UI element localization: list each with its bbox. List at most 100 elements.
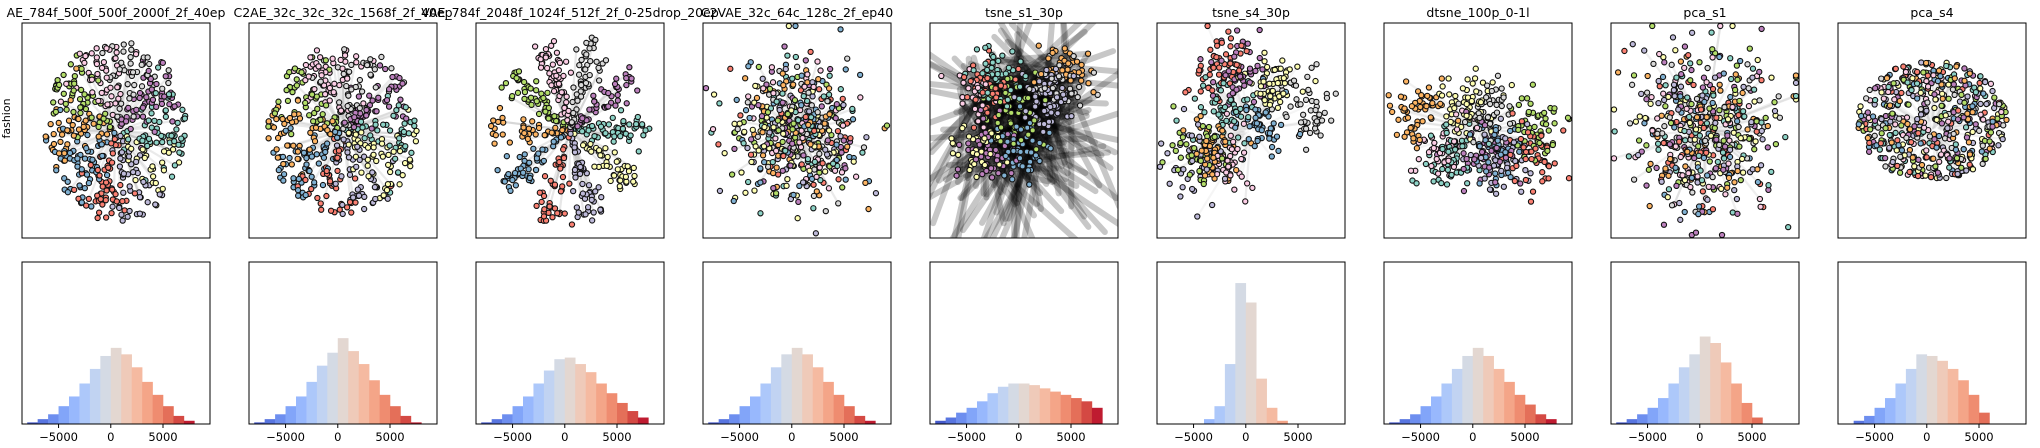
scatter-point <box>81 91 88 98</box>
scatter-point <box>1792 79 1799 87</box>
scatter-point <box>1261 49 1268 56</box>
scatter-point <box>298 69 305 76</box>
scatter-point <box>984 74 991 82</box>
scatter-point <box>1257 90 1264 97</box>
scatter-point <box>775 141 782 149</box>
scatter-point <box>798 72 805 79</box>
scatter-point <box>540 157 548 165</box>
panel-title: tsne_s4_30p <box>1212 5 1290 20</box>
scatter-point <box>153 139 160 146</box>
scatter-point <box>1413 145 1421 152</box>
scatter-point <box>1287 103 1294 110</box>
scatter-point <box>823 151 831 158</box>
scatter-point <box>389 73 396 81</box>
scatter-point <box>955 151 962 159</box>
scatter-point <box>1681 43 1689 50</box>
scatter-point <box>1702 137 1709 144</box>
scatter-point <box>1751 146 1758 153</box>
scatter-point <box>118 211 125 218</box>
scatter-point <box>1308 64 1315 71</box>
scatter-point <box>559 126 566 134</box>
scatter-point <box>1512 157 1519 165</box>
scatter-point <box>1643 96 1650 103</box>
scatter-point <box>994 119 1001 127</box>
scatter-point <box>1427 114 1434 121</box>
scatter-point <box>390 112 397 119</box>
scatter-point <box>835 176 842 183</box>
scatter-point <box>1744 126 1751 133</box>
scatter-point <box>103 74 110 81</box>
scatter-point <box>318 206 325 213</box>
scatter-point <box>642 127 649 134</box>
scatter-point <box>1708 29 1715 36</box>
scatter-point <box>95 123 102 131</box>
scatter-point <box>1439 165 1446 173</box>
scatter-point <box>1450 138 1458 145</box>
scatter-point <box>751 187 758 194</box>
scatter-point <box>1321 109 1328 117</box>
scatter-point <box>152 90 159 97</box>
trail-line <box>987 139 1067 158</box>
scatter-plot-area <box>1385 65 1572 205</box>
scatter-point <box>487 122 495 130</box>
scatter-point <box>1318 117 1326 124</box>
scatter-point <box>790 81 797 88</box>
scatter-point <box>95 209 103 216</box>
scatter-point <box>561 210 568 217</box>
scatter-point <box>151 117 158 125</box>
scatter-point <box>118 149 126 156</box>
scatter-point <box>1452 111 1460 118</box>
scatter-point <box>274 154 282 161</box>
scatter-point <box>1654 115 1661 122</box>
scatter-point <box>117 132 124 140</box>
scatter-point <box>94 70 101 78</box>
scatter-point <box>1654 140 1662 147</box>
trail-line <box>1244 143 1251 203</box>
scatter-point <box>322 102 330 109</box>
scatter-point <box>107 84 114 91</box>
scatter-point <box>120 170 127 177</box>
scatter-points <box>487 34 653 228</box>
scatter-point <box>798 102 805 109</box>
scatter-point <box>108 93 115 100</box>
scatter-point <box>162 73 169 80</box>
scatter-point <box>568 119 575 126</box>
scatter-point <box>540 192 548 200</box>
scatter-point <box>81 59 88 67</box>
panel-title: tsne_s1_30p <box>985 5 1063 20</box>
scatter-point <box>1629 41 1636 48</box>
scatter-point <box>1503 164 1511 171</box>
scatter-point <box>397 96 404 103</box>
scatter-point <box>1177 139 1184 147</box>
scatter-point <box>1502 154 1510 161</box>
scatter-point <box>1256 54 1263 62</box>
scatter-point <box>1065 60 1072 67</box>
scatter-point <box>1782 133 1789 141</box>
scatter-point <box>844 55 851 62</box>
scatter-point <box>805 89 812 96</box>
scatter-point <box>1305 86 1312 94</box>
scatter-point <box>114 84 121 91</box>
scatter-point <box>610 138 617 145</box>
scatter-point <box>366 92 373 99</box>
scatter-point <box>122 118 130 125</box>
scatter-point <box>780 152 787 160</box>
scatter-point <box>139 146 146 153</box>
scatter-point <box>174 119 181 127</box>
scatter-point <box>632 120 640 128</box>
scatter-point <box>1473 124 1481 131</box>
scatter-point <box>346 199 354 206</box>
scatter-point <box>1016 103 1024 110</box>
scatter-point <box>838 149 845 156</box>
scatter-point <box>273 115 280 123</box>
scatter-point <box>1157 163 1164 170</box>
scatter-point <box>799 134 806 142</box>
scatter-point <box>62 100 69 108</box>
scatter-point <box>279 115 286 123</box>
scatter-point <box>747 151 755 158</box>
scatter-point <box>796 182 803 190</box>
scatter-point <box>165 79 172 87</box>
scatter-point <box>1312 77 1319 85</box>
scatter-point <box>595 77 603 84</box>
scatter-point <box>351 175 359 182</box>
